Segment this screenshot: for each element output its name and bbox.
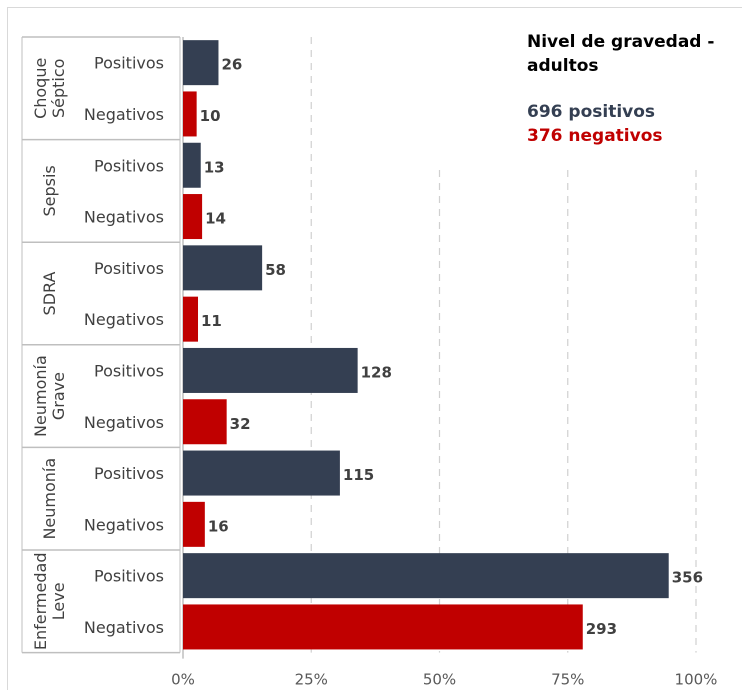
sub-category-label: Negativos bbox=[84, 105, 164, 124]
sub-category-label: Negativos bbox=[84, 413, 164, 432]
bar-negative bbox=[183, 296, 199, 342]
legend-positives: 696 positivos bbox=[527, 102, 656, 122]
sub-category-label: Positivos bbox=[94, 54, 164, 73]
sub-category-label: Positivos bbox=[94, 259, 164, 278]
group-label: Neumonía bbox=[40, 458, 59, 540]
legend-negatives: 376 negativos bbox=[527, 126, 663, 146]
sub-category-label: Negativos bbox=[84, 618, 164, 637]
sub-category-label: Positivos bbox=[94, 567, 164, 586]
bar-positive bbox=[183, 245, 263, 291]
bar-positive bbox=[183, 142, 201, 188]
bar-positive bbox=[183, 553, 669, 599]
data-label: 16 bbox=[208, 517, 229, 535]
sub-category-label: Positivos bbox=[94, 361, 164, 380]
x-tick-label: 75% bbox=[551, 671, 584, 689]
sub-category-label: Positivos bbox=[94, 156, 164, 175]
x-tick-label: 100% bbox=[675, 671, 718, 689]
bar-negative bbox=[183, 399, 227, 445]
group-label: Enfermedad bbox=[31, 553, 50, 651]
bar-negative bbox=[183, 194, 203, 240]
group-label: Grave bbox=[49, 372, 68, 420]
sub-category-label: Positivos bbox=[94, 464, 164, 483]
category-axis bbox=[21, 36, 181, 654]
group-label: SDRA bbox=[40, 272, 59, 316]
x-tick-label: 0% bbox=[171, 671, 195, 689]
x-tick-label: 50% bbox=[423, 671, 456, 689]
group-label: Choque bbox=[31, 58, 50, 119]
group-label: Séptico bbox=[49, 59, 68, 118]
legend-title-line1: Nivel de gravedad - bbox=[527, 32, 715, 52]
legend-title-line2: adultos bbox=[527, 56, 599, 76]
bars bbox=[183, 40, 669, 650]
data-label: 58 bbox=[265, 261, 286, 279]
data-label: 32 bbox=[230, 415, 251, 433]
bar-positive bbox=[183, 450, 340, 496]
data-label: 13 bbox=[204, 158, 225, 176]
group-label: Leve bbox=[49, 582, 68, 620]
bar-negative bbox=[183, 604, 583, 650]
data-label: 115 bbox=[343, 466, 374, 484]
bar-negative bbox=[183, 91, 197, 137]
data-label: 293 bbox=[586, 620, 617, 638]
data-label: 10 bbox=[200, 107, 221, 125]
bar-negative bbox=[183, 501, 205, 547]
bar-positive bbox=[183, 40, 219, 86]
group-label: Neumonía bbox=[31, 355, 50, 437]
data-label: 14 bbox=[205, 210, 226, 228]
labels: 0% 25% 50% 75% 100% Choque Séptico Positivos 26 N… bbox=[31, 54, 717, 689]
data-label: 26 bbox=[221, 56, 242, 74]
bar-positive bbox=[183, 347, 358, 393]
data-label: 11 bbox=[201, 312, 222, 330]
data-label: 356 bbox=[672, 569, 703, 587]
sub-category-label: Negativos bbox=[84, 208, 164, 227]
x-tick-label: 25% bbox=[295, 671, 328, 689]
sub-category-label: Negativos bbox=[84, 310, 164, 329]
group-label: Sepsis bbox=[40, 165, 59, 216]
sub-category-label: Negativos bbox=[84, 515, 164, 534]
legend-box: Nivel de gravedad - adultos 696 positivo… bbox=[527, 30, 737, 148]
chart-frame bbox=[7, 7, 742, 690]
data-label: 128 bbox=[361, 363, 392, 381]
